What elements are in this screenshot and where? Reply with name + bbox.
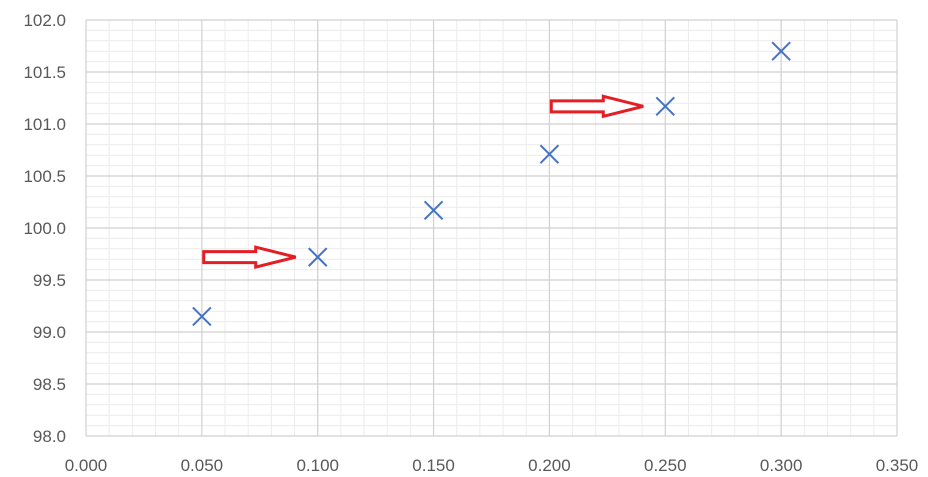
annotation-arrows — [202, 94, 644, 270]
data-point — [423, 200, 444, 221]
y-tick-label: 98.5 — [33, 375, 66, 394]
major-gridlines — [85, 19, 898, 437]
data-point-stroke — [192, 306, 212, 327]
y-tick-label: 101.0 — [23, 115, 66, 134]
y-tick-label: 98.0 — [33, 427, 66, 446]
x-tick-label: 0.200 — [528, 456, 571, 475]
y-tick-label: 99.0 — [33, 323, 66, 342]
y-tick-label: 100.0 — [23, 219, 66, 238]
annotation-arrow — [549, 94, 644, 119]
data-point-stroke — [423, 200, 444, 221]
data-point — [308, 247, 328, 267]
y-tick-label: 99.5 — [33, 271, 66, 290]
y-tick-label: 102.0 — [23, 11, 66, 30]
x-axis-tick-labels: 0.000 0.050 0.100 0.150 0.200 0.250 0.300 0.350 — [65, 456, 919, 475]
x-tick-label: 0.050 — [181, 456, 224, 475]
x-tick-label: 0.100 — [296, 456, 339, 475]
data-point-stroke — [308, 247, 328, 267]
x-tick-label: 0.250 — [644, 456, 687, 475]
data-point — [539, 144, 560, 164]
data-point — [192, 306, 212, 327]
data-point-stroke — [771, 41, 791, 61]
data-point — [655, 96, 675, 117]
x-tick-label: 0.000 — [65, 456, 108, 475]
x-tick-label: 0.150 — [412, 456, 455, 475]
x-tick-label: 0.350 — [876, 456, 919, 475]
data-point — [771, 41, 791, 61]
y-axis-tick-labels: 98.0 98.5 99.0 99.5 100.0 100.5 101.0 101.5 102.… — [23, 11, 66, 446]
y-tick-label: 100.5 — [23, 167, 66, 186]
x-tick-label: 0.300 — [760, 456, 803, 475]
data-points — [192, 41, 791, 327]
data-point-stroke — [539, 144, 560, 164]
y-tick-label: 101.5 — [23, 63, 66, 82]
annotation-arrow — [202, 245, 297, 270]
data-point-stroke — [655, 96, 675, 117]
